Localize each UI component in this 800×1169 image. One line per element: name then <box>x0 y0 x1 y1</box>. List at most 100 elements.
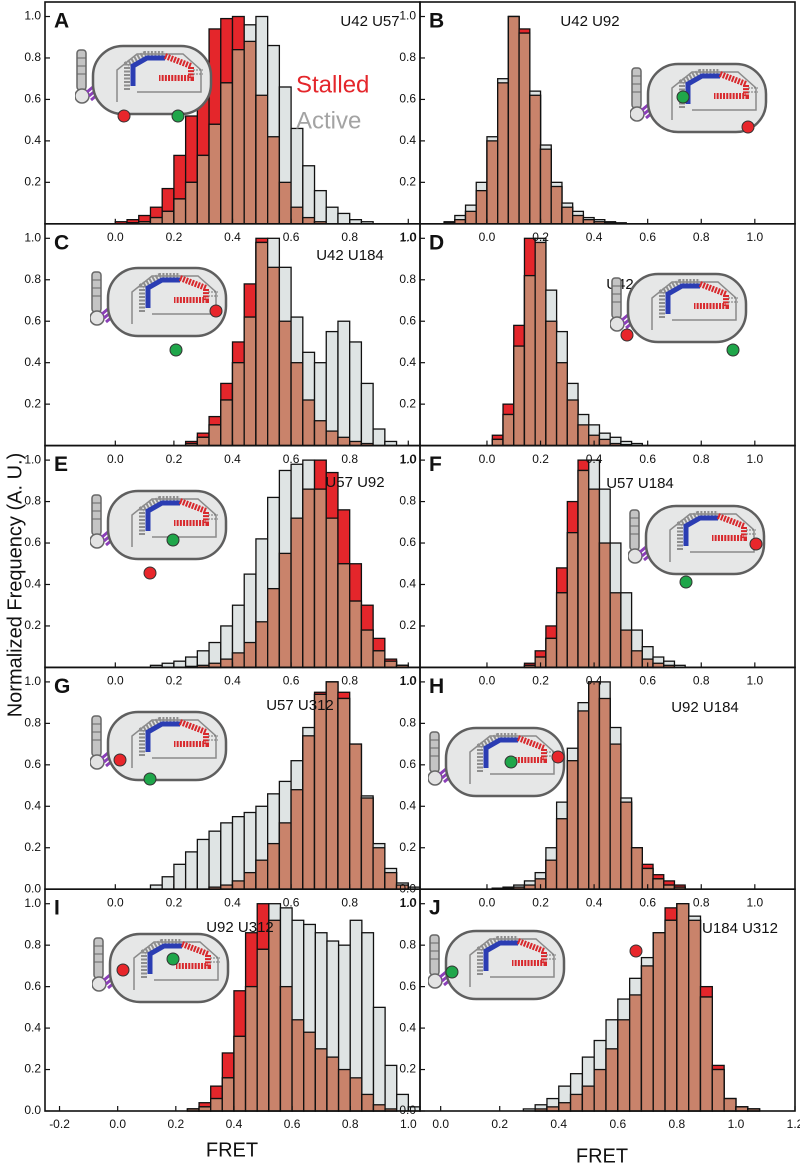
bar-overlap <box>290 789 304 890</box>
bar-overlap <box>255 94 269 225</box>
dye-red <box>620 328 634 342</box>
x-tick-label: 1.0 <box>728 1117 745 1131</box>
bar-overlap <box>302 399 316 447</box>
x-tick-label: 0.0 <box>107 895 124 909</box>
y-tick-label: 0.4 <box>399 133 416 147</box>
x-tick-label: 0.0 <box>479 674 496 688</box>
dye-green <box>166 533 180 547</box>
y-tick-label: 0.8 <box>399 494 416 508</box>
bar-overlap <box>475 189 488 225</box>
bar <box>161 876 175 890</box>
x-tick-label: 1.0 <box>400 230 417 244</box>
bar-overlap <box>372 1104 386 1112</box>
dye-red <box>117 109 131 123</box>
y-tick-label: 0.6 <box>399 757 416 771</box>
bar-overlap <box>555 818 568 890</box>
panel-letter: D <box>429 231 444 254</box>
x-tick-label: 0.2 <box>491 1117 508 1131</box>
dye-green <box>171 109 185 123</box>
bar-overlap <box>486 140 499 225</box>
x-tick-label: 0.2 <box>166 230 183 244</box>
bar-overlap <box>628 994 643 1112</box>
x-tick-label: 1.0 <box>400 674 417 688</box>
y-tick-label: 0.8 <box>399 272 416 286</box>
bar-overlap <box>149 216 163 225</box>
bar-overlap <box>491 438 504 447</box>
y-tick-label: 0.6 <box>399 92 416 106</box>
x-tick-label: 0.2 <box>532 452 549 466</box>
x-tick-label: 0.0 <box>109 1117 126 1131</box>
y-tick-label: 0.0 <box>399 1103 416 1117</box>
x-tick-label: 0.6 <box>639 674 656 688</box>
y-tick-label: 0.6 <box>24 757 41 771</box>
x-tick-label: 0.0 <box>479 230 496 244</box>
bar-overlap <box>313 488 327 669</box>
x-tick-label: 0.4 <box>550 1117 567 1131</box>
bar-overlap <box>550 185 563 225</box>
panel-title: U92 U184 <box>671 699 739 716</box>
x-tick-label: 0.4 <box>226 1117 243 1131</box>
bar-overlap <box>609 592 622 669</box>
schematic <box>75 46 211 114</box>
bar-overlap <box>572 214 585 225</box>
bar-overlap <box>529 94 542 225</box>
bar-overlap <box>609 743 622 890</box>
x-tick-label: 0.6 <box>284 1117 301 1131</box>
bar-overlap <box>372 650 386 669</box>
bar-overlap <box>349 743 363 890</box>
x-axis-title: FRET <box>206 1139 258 1161</box>
y-tick-label: 0.4 <box>399 577 416 591</box>
bar-overlap <box>302 488 316 669</box>
x-tick-label: 0.6 <box>639 230 656 244</box>
bar-overlap <box>588 488 601 669</box>
bar <box>349 341 363 447</box>
schematics <box>75 46 766 1002</box>
bar-overlap <box>210 1097 223 1112</box>
bar-overlap <box>233 1035 247 1112</box>
bar-overlap <box>723 1097 737 1112</box>
bar-overlap <box>577 469 590 669</box>
y-tick-label: 0.2 <box>399 840 416 854</box>
y-tick-label: 0.8 <box>399 716 416 730</box>
x-tick-label: 0.0 <box>479 452 496 466</box>
x-tick-label: 0.4 <box>224 230 241 244</box>
bar-overlap <box>676 903 690 1112</box>
bar-overlap <box>598 697 611 890</box>
y-tick-label: 0.4 <box>24 577 41 591</box>
bar-overlap <box>243 40 257 225</box>
bar-overlap <box>360 629 374 669</box>
bar-overlap <box>566 760 579 890</box>
bar-overlap <box>688 919 702 1112</box>
dye-green <box>169 343 183 357</box>
bar-overlap <box>337 697 351 890</box>
y-tick-label: 0.2 <box>24 396 41 410</box>
y-tick-label: 0.6 <box>399 979 416 993</box>
bar-overlap <box>325 430 339 447</box>
x-tick-label: 0.8 <box>693 230 710 244</box>
x-tick-label: 0.6 <box>283 452 300 466</box>
schematic <box>628 506 764 574</box>
dye-green <box>676 90 690 104</box>
bar-overlap <box>231 652 245 669</box>
x-tick-label: 0.6 <box>609 1117 626 1131</box>
bar-overlap <box>384 871 398 890</box>
x-tick-label: 0.8 <box>341 895 358 909</box>
bar-overlap <box>268 919 282 1112</box>
bar-overlap <box>349 1077 363 1112</box>
bar <box>184 851 198 890</box>
schematic <box>90 268 226 336</box>
bar-overlap <box>539 148 552 225</box>
panel-frame <box>419 888 796 1112</box>
y-tick-label: 0.6 <box>24 92 41 106</box>
x-tick-label: 0.8 <box>669 1117 686 1131</box>
y-tick-label: 0.2 <box>24 175 41 189</box>
bar-overlap <box>598 438 611 447</box>
y-tick-label: 0.8 <box>24 716 41 730</box>
bar-overlap <box>231 49 245 225</box>
y-tick-label: 1.0 <box>24 674 41 688</box>
x-tick-label: 0.0 <box>107 674 124 688</box>
bar-overlap <box>220 82 234 225</box>
bar-overlap <box>255 241 269 447</box>
bar-overlap <box>325 517 339 669</box>
